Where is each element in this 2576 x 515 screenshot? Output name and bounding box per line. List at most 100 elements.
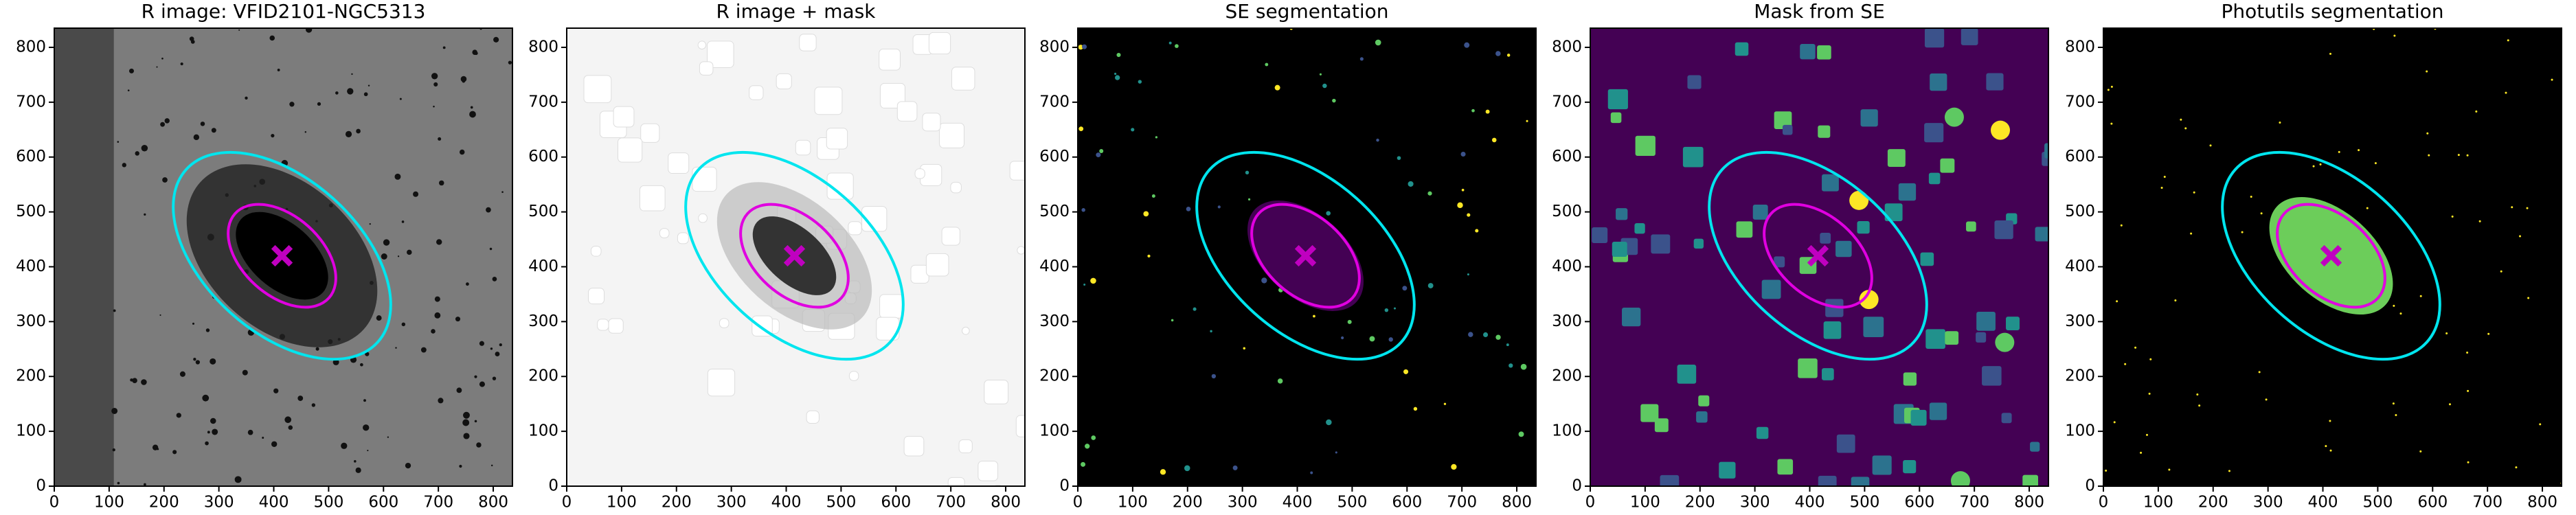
star	[438, 137, 442, 141]
star	[387, 436, 389, 438]
mask-patch	[1818, 475, 1837, 486]
star	[176, 413, 181, 418]
star	[394, 173, 401, 180]
mask-patch	[1928, 172, 1941, 185]
mask-patch	[1693, 238, 1704, 249]
star	[381, 253, 387, 260]
mask-patch	[1944, 107, 1964, 127]
segment	[2174, 299, 2177, 302]
star	[315, 347, 319, 351]
star	[159, 314, 161, 316]
star	[130, 378, 133, 382]
star	[489, 247, 493, 251]
y-tick-label: 0	[1572, 477, 1582, 495]
star	[172, 450, 177, 455]
star	[245, 96, 248, 100]
aperture-ellipse	[2276, 203, 2386, 309]
mask-patch	[699, 61, 714, 76]
segment	[1078, 126, 1084, 131]
mask-patch	[588, 288, 605, 305]
segment	[1332, 98, 1336, 103]
x-tick-label: 500	[1337, 494, 1367, 512]
star	[354, 460, 357, 463]
y-tick-label: 400	[528, 258, 558, 275]
segment	[1335, 451, 1337, 454]
segment	[1509, 363, 1513, 368]
segment	[1274, 84, 1280, 91]
segment	[2180, 118, 2182, 121]
y-tick-label: 100	[1552, 422, 1582, 440]
mask-patch	[1698, 395, 1710, 407]
star	[431, 73, 438, 80]
x-tick-label: 0	[49, 494, 60, 512]
star	[273, 388, 279, 393]
mask-patch	[1857, 220, 1870, 234]
star	[460, 76, 467, 82]
image	[567, 28, 1025, 486]
y-tick-label: 700	[16, 93, 46, 111]
segment	[2475, 110, 2478, 113]
segment	[1310, 471, 1313, 474]
segment	[1485, 109, 1490, 114]
segment	[1083, 283, 1086, 286]
segment	[1211, 374, 1217, 379]
x-tick-label: 600	[368, 494, 398, 512]
mask-patch	[795, 139, 811, 156]
segment	[1427, 191, 1432, 196]
star	[442, 46, 446, 49]
segment	[1526, 119, 1528, 122]
star	[462, 80, 466, 83]
y-tick-label: 800	[528, 38, 558, 56]
mask-patch	[698, 213, 708, 223]
segment	[1520, 363, 1527, 370]
mask-patch	[1736, 221, 1753, 238]
mask-patch	[1017, 246, 1025, 255]
segment	[1506, 54, 1511, 57]
y-tick-label: 500	[528, 203, 558, 220]
x-tick-label: 400	[259, 494, 289, 512]
star	[459, 464, 462, 468]
star	[420, 347, 427, 353]
x-tick-label: 300	[1740, 494, 1770, 512]
y-tick-label: 500	[1039, 203, 1070, 220]
segment	[2518, 235, 2521, 238]
star	[470, 106, 473, 109]
segment	[1078, 45, 1083, 50]
segment	[1495, 51, 1501, 56]
segment	[1483, 332, 1489, 337]
y-tick-label: 800	[16, 38, 46, 56]
y-tick-label: 300	[1552, 312, 1582, 330]
segment	[2319, 163, 2322, 165]
mask-patch	[1823, 321, 1842, 339]
mask-patch	[639, 185, 666, 211]
y-tick-label: 700	[2065, 93, 2095, 111]
star	[297, 396, 304, 401]
segment	[1261, 277, 1267, 284]
segment	[1186, 207, 1191, 211]
star	[431, 329, 436, 334]
star	[476, 442, 482, 448]
y-tick-label: 100	[1039, 422, 1070, 440]
panel: R image + mask 0 100 200 300 400 500 600 700 800 0…	[528, 0, 1026, 512]
star	[135, 151, 139, 156]
star	[376, 315, 382, 321]
panel-title: R image: VFID2101-NGC5313	[142, 0, 426, 23]
x-tick-label: 100	[607, 494, 637, 512]
mask-patch	[1884, 203, 1903, 222]
star	[486, 207, 491, 213]
mask-patch	[1817, 45, 1831, 60]
y-tick-label: 400	[1552, 258, 1582, 275]
y-tick-label: 500	[2065, 203, 2095, 220]
star	[490, 464, 493, 467]
segment	[1402, 286, 1408, 291]
mask-patch	[1887, 149, 1906, 167]
mask-patch	[1860, 109, 1878, 127]
aperture-ellipse	[227, 203, 337, 309]
mask-patch	[583, 75, 612, 104]
mask-patch	[1677, 365, 1697, 384]
star	[152, 444, 159, 450]
star	[132, 378, 137, 384]
star	[351, 73, 353, 76]
segment	[1359, 57, 1364, 61]
segment	[1464, 42, 1470, 48]
